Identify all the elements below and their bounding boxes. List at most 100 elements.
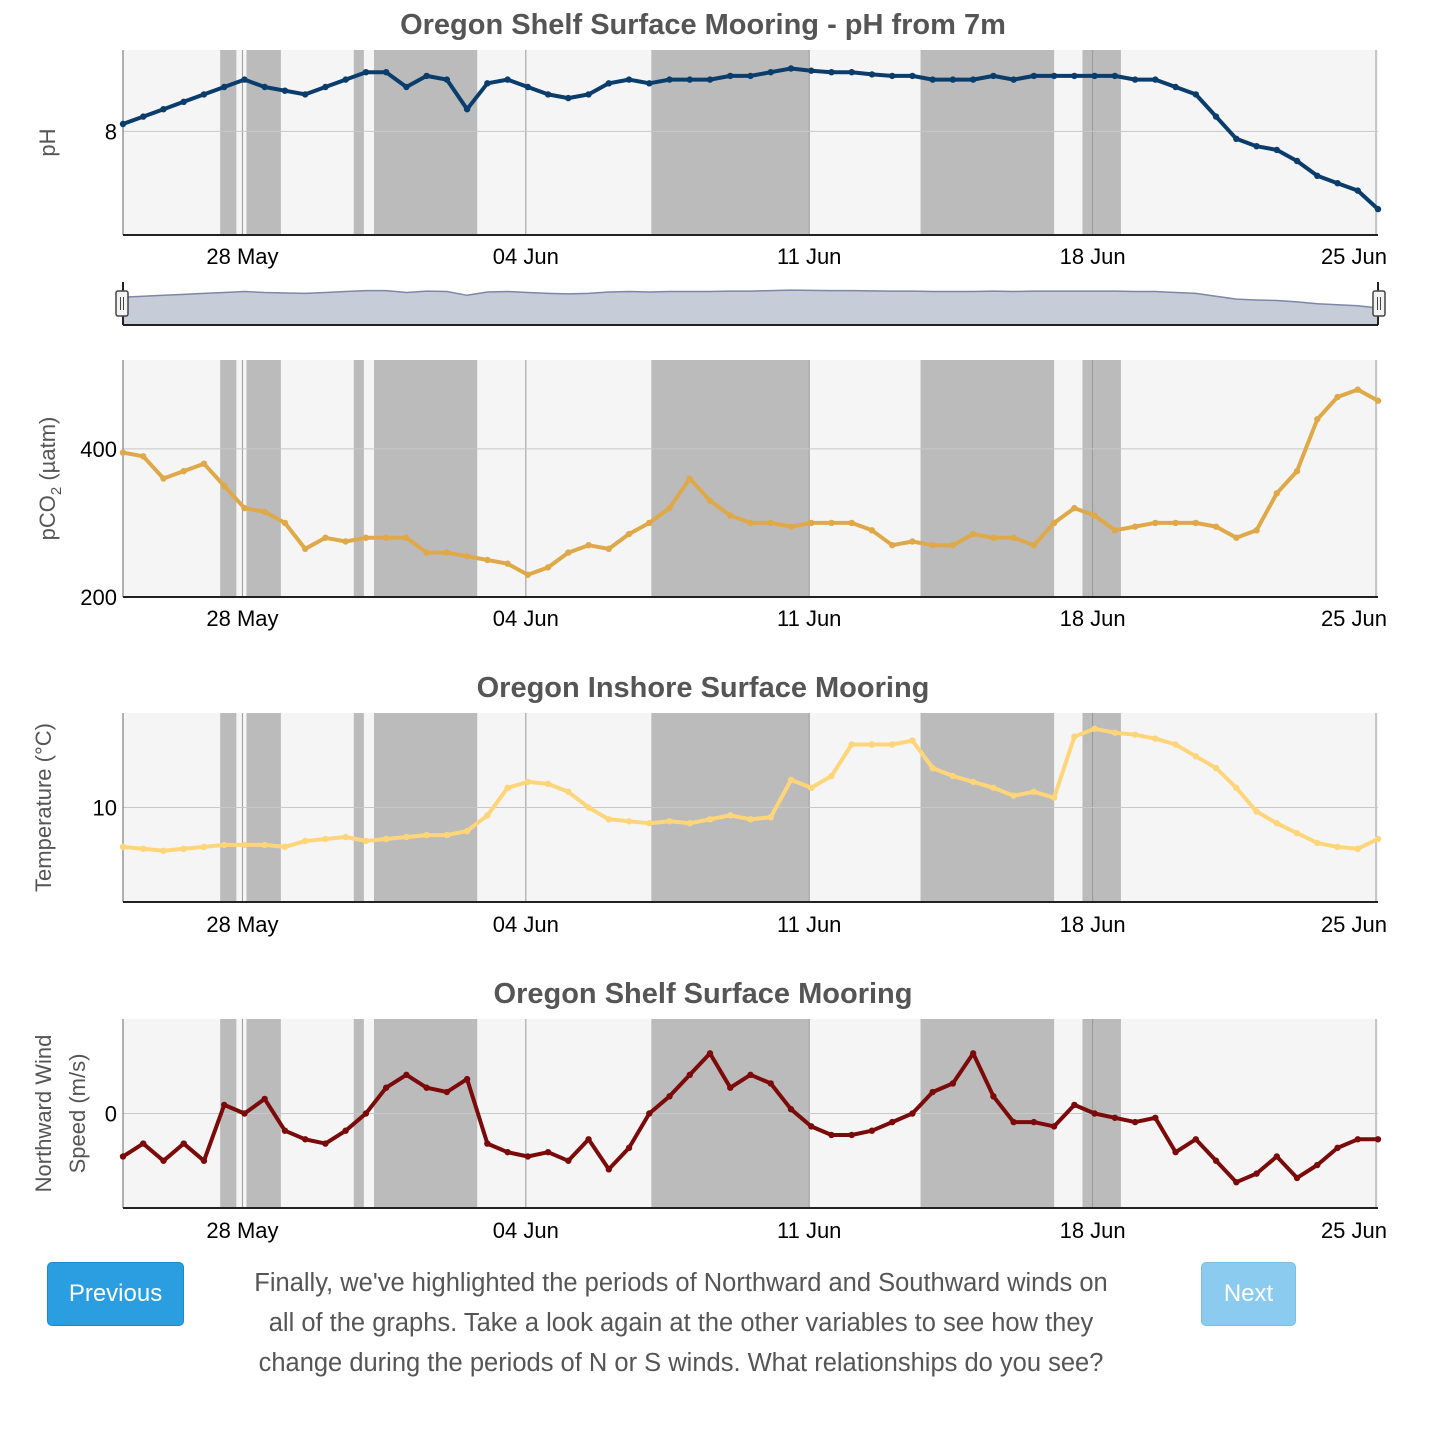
ph-data-point (362, 69, 370, 76)
pco2-data-point (382, 534, 390, 541)
pco2-data-point (605, 545, 613, 553)
y-tick-label: 0 (105, 1102, 117, 1127)
temperature-data-point (140, 845, 147, 853)
wind-data-point (1374, 1136, 1382, 1143)
wind-data-point (625, 1144, 633, 1152)
wind-data-point (241, 1110, 248, 1117)
wind-data-point (1334, 1144, 1341, 1152)
ph-data-point (787, 65, 795, 72)
previous-button[interactable]: Previous (47, 1262, 184, 1326)
wind-data-point (969, 1050, 977, 1057)
ph-data-point (828, 69, 835, 76)
ph-data-point (221, 83, 228, 91)
wind-data-point (990, 1093, 997, 1100)
range-navigator[interactable] (115, 282, 1386, 326)
ph-data-point (463, 106, 471, 113)
next-button[interactable]: Next (1201, 1262, 1296, 1326)
wind-period-band (1082, 360, 1121, 597)
temperature-data-point (565, 788, 572, 795)
wind-period-band (353, 360, 364, 597)
y-tick-label: 8 (105, 119, 117, 144)
wind-data-point (605, 1166, 613, 1173)
temperature-data-point (504, 784, 511, 792)
ph-data-point (990, 72, 997, 80)
ph-data-point (1374, 205, 1382, 213)
ph-data-point (929, 76, 936, 83)
pco2-data-point (140, 453, 147, 460)
wind-data-point (463, 1075, 471, 1083)
pco2-data-point (969, 530, 977, 538)
temperature-data-point (119, 843, 127, 851)
temperature-data-point (524, 778, 532, 786)
x-tick-label: 04 Jun (493, 912, 559, 937)
ph-data-point (241, 76, 248, 83)
x-tick-label: 11 Jun (777, 912, 841, 937)
x-tick-label: 11 Jun (777, 1218, 841, 1243)
temperature-data-point (848, 741, 855, 748)
wind-data-point (1050, 1123, 1058, 1130)
navigator-right-handle[interactable] (1372, 290, 1386, 317)
pco2-data-point (281, 519, 289, 527)
pco2-data-point (625, 530, 633, 538)
x-tick-label: 04 Jun (493, 606, 559, 631)
ph-data-point (868, 71, 876, 78)
ph-data-point (484, 80, 491, 87)
pco2-data-point (888, 541, 896, 549)
temperature-data-point (160, 847, 167, 855)
x-tick-label: 11 Jun (777, 606, 841, 631)
temperature-data-point (261, 841, 268, 849)
pco2-data-point (160, 475, 167, 482)
temperature-data-point (1050, 794, 1058, 801)
temperature-data-point (180, 845, 187, 853)
ph-data-point (888, 72, 896, 80)
wind-data-point (1253, 1170, 1260, 1177)
temperature-data-point (787, 776, 795, 784)
wind-data-point (180, 1140, 187, 1147)
pco2-data-point (1030, 541, 1038, 549)
wind-data-point (544, 1148, 552, 1156)
pco2-data-point (949, 541, 957, 549)
pco2-data-point (504, 560, 511, 567)
x-tick-label: 18 Jun (1060, 1218, 1126, 1243)
pco2-data-point (1212, 523, 1220, 530)
x-tick-label: 04 Jun (493, 1218, 559, 1243)
temperature-data-point (1071, 733, 1078, 740)
ph-chart-title: Oregon Shelf Surface Mooring - pH from 7… (400, 9, 1006, 41)
wind-data-point (200, 1157, 208, 1164)
wind-data-point (382, 1084, 390, 1091)
temperature-data-point (1172, 741, 1179, 748)
pco2-data-point (706, 497, 714, 504)
temperature-data-point (929, 764, 936, 772)
wind-data-point (1233, 1179, 1240, 1186)
pco2-data-point (990, 534, 997, 541)
wind-data-point (585, 1136, 592, 1143)
wind-data-point (261, 1095, 268, 1103)
navigator-left-handle[interactable] (115, 290, 129, 317)
pco2-data-point (565, 549, 572, 556)
ph-data-point (565, 94, 572, 102)
temperature-data-point (1192, 753, 1200, 760)
wind-data-point (221, 1101, 228, 1109)
ph-data-point (544, 91, 552, 98)
pco2-data-point (261, 508, 268, 516)
pco2-data-point (1111, 527, 1119, 534)
ph-data-point (140, 113, 147, 120)
ph-data-point (1334, 180, 1341, 187)
pco2-data-point (1253, 527, 1260, 534)
ph-data-point (727, 72, 734, 80)
ph-data-point (119, 120, 127, 128)
x-tick-label: 28 May (206, 606, 278, 631)
temperature-data-point (605, 816, 613, 823)
ph-data-point (1071, 72, 1078, 80)
caption-text: Finally, we've highlighted the periods o… (254, 1269, 1108, 1377)
x-tick-label: 04 Jun (493, 244, 559, 269)
navigator-line (122, 289, 1379, 309)
temperature-data-point (281, 843, 289, 851)
ph-data-point (625, 76, 633, 83)
pco2-data-point (828, 519, 835, 527)
wind-period-band (1082, 50, 1121, 235)
temperature-data-point (808, 784, 815, 792)
pco2-data-point (929, 541, 936, 549)
pco2-data-point (200, 460, 208, 467)
wind-data-point (909, 1110, 916, 1117)
